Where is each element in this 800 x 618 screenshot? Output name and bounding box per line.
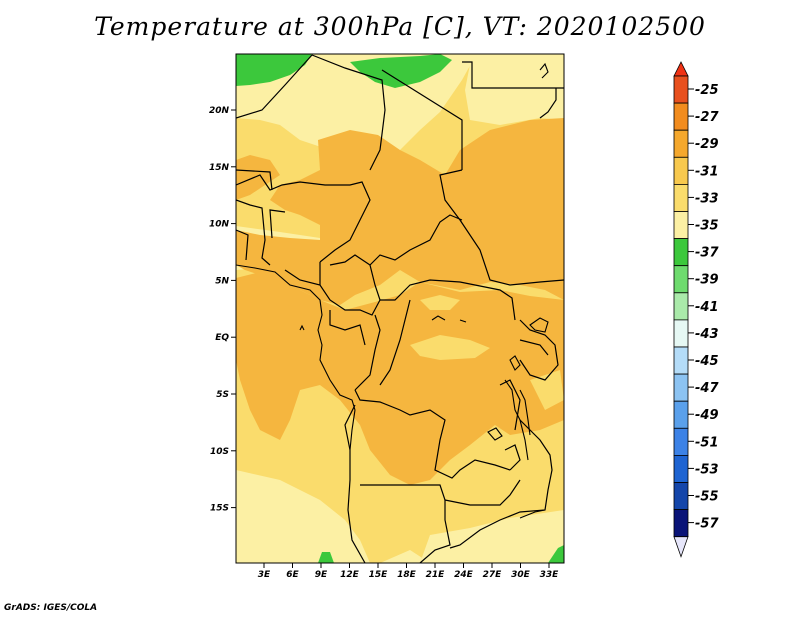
- color-legend: -25 -27 -29 -31 -33 -35 -37 -39 -41 -43 -45 -47 -49 -…: [673, 61, 719, 558]
- colorbar-label: -31: [695, 164, 719, 179]
- lon-tick-label: 6E: [286, 570, 299, 580]
- colorbar-swatch: [673, 156, 689, 185]
- lat-tick-label: 15N: [209, 163, 230, 173]
- colorbar-swatch: [673, 238, 689, 267]
- lat-tick-label: EQ: [215, 333, 229, 343]
- lon-tick-label: 12E: [340, 570, 360, 580]
- colorbar-swatch: [673, 292, 689, 321]
- colorbar-label: -45: [695, 354, 719, 369]
- colorbar-label: -47: [695, 381, 719, 396]
- colorbar-label: -39: [695, 273, 719, 288]
- colorbar-label: -55: [695, 490, 719, 505]
- footer-credit: GrADS: IGES/COLA: [4, 603, 98, 613]
- colorbar-label: -35: [695, 219, 719, 234]
- colorbar-swatch: [673, 373, 689, 402]
- colorbar-swatch: [673, 75, 689, 104]
- colorbar-label: -41: [695, 300, 719, 315]
- lon-tick-label: 24E: [454, 570, 474, 580]
- lon-tick-label: 33E: [540, 570, 560, 580]
- chart-title: Temperature at 300hPa [C], VT: 202010250…: [94, 12, 706, 41]
- colorbar-label: -53: [695, 462, 719, 477]
- map-frame: [235, 53, 565, 564]
- colorbar-label: -25: [695, 83, 719, 98]
- colorbar-label: -27: [695, 110, 719, 125]
- lat-tick-label: 15S: [210, 504, 229, 514]
- colorbar-label: -29: [695, 137, 719, 152]
- colorbar-swatch: [673, 129, 689, 158]
- colorbar-swatch: [673, 509, 689, 538]
- band-minus31-minus33-patches: [300, 295, 564, 440]
- lon-tick-label: 3E: [258, 570, 271, 580]
- colorbar-swatch: [673, 211, 689, 240]
- band-minus35-minus37: [236, 54, 564, 563]
- colorbar-bottom-arrow: [673, 536, 689, 558]
- lat-tick-label: 20N: [209, 106, 230, 116]
- coastline: [236, 62, 549, 519]
- colorbar-label: -33: [695, 191, 719, 206]
- lon-tick-label: 15E: [369, 570, 389, 580]
- lat-tick-label: 10S: [210, 447, 229, 457]
- colorbar-swatch: [673, 183, 689, 212]
- lat-tick-label: 5S: [216, 390, 229, 400]
- colorbar-label: -43: [695, 327, 719, 342]
- colorbar-swatch: [673, 102, 689, 131]
- lat-tick-label: 5N: [215, 276, 229, 286]
- colorbar-swatch: [673, 319, 689, 348]
- country-borders: [236, 54, 564, 563]
- longitude-axis: 3E 6E 9E 12E 15E 18E 21E 24E 27E 30E 33E: [258, 563, 559, 580]
- latitude-axis: 20N 15N 10N 5N EQ 5S 10S 15S: [209, 106, 236, 514]
- lon-tick-label: 27E: [483, 570, 503, 580]
- band-minus29-minus31: [236, 118, 564, 485]
- colorbar-swatch: [673, 400, 689, 429]
- colorbar-swatch: [673, 454, 689, 483]
- lon-tick-label: 30E: [511, 570, 531, 580]
- lon-tick-label: 18E: [397, 570, 417, 580]
- colorbar-label: -37: [695, 246, 719, 261]
- lat-tick-label: 10N: [209, 220, 230, 230]
- colorbar-label: -49: [695, 408, 719, 423]
- colorbar-swatch: [673, 427, 689, 456]
- lon-tick-label: 9E: [315, 570, 328, 580]
- temperature-field: [236, 54, 564, 563]
- lon-tick-label: 21E: [426, 570, 446, 580]
- colorbar-swatch: [673, 482, 689, 511]
- colorbar-label: -51: [695, 435, 719, 450]
- colorbar-label: -57: [695, 517, 719, 532]
- colorbar-top-arrow: [673, 61, 689, 77]
- colorbar-swatch: [673, 346, 689, 375]
- colorbar-swatch: [673, 265, 689, 294]
